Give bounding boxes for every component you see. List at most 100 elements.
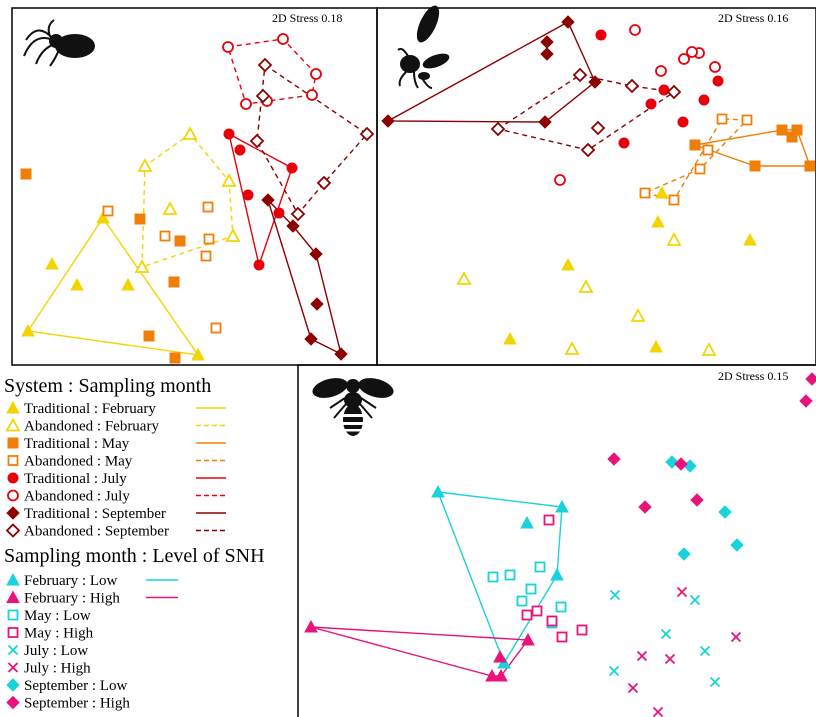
spiders-trad_sep-point-4 — [304, 332, 318, 346]
snh-legend-marker-6 — [6, 678, 20, 692]
snh-legend-marker-1 — [6, 590, 20, 603]
system-legend-label-1: Abandoned : February — [24, 419, 159, 435]
wasps-aband_jul-point-3 — [678, 53, 690, 65]
bees-may_high-point-3 — [546, 615, 558, 627]
spiders-aband_jul-point-2 — [310, 68, 322, 80]
wasps-trad_feb-point-4 — [503, 331, 517, 345]
spiders-trad_may-point-1 — [134, 213, 146, 225]
bees-may_high-point-0 — [543, 514, 555, 526]
bees-may_low-point-0 — [487, 571, 499, 583]
bees-sep_high-point-0 — [805, 372, 816, 386]
wasps-trad_feb-point-3 — [561, 257, 575, 271]
bees-feb_low-point-3 — [550, 567, 564, 581]
spiders-trad_feb-point-0 — [21, 323, 35, 337]
spiders-aband_sep-point-0 — [257, 57, 273, 73]
spiders-aband_jul-point-0 — [222, 41, 234, 53]
wasps-aband_sep-point-0 — [490, 121, 506, 137]
bees-sep_low-point-2 — [718, 505, 732, 519]
wasps-aband_feb-point-5 — [701, 342, 717, 356]
bees-may_high-point-1 — [531, 605, 543, 617]
spiders-trad_sep-hull — [267, 199, 343, 356]
system-legend-title: System : Sampling month — [4, 375, 211, 397]
system-legend-marker-0 — [6, 400, 20, 414]
bees-may_low-point-3 — [525, 583, 537, 595]
spiders-trad_feb-point-4 — [121, 277, 135, 291]
spiders-aband_feb-hull — [141, 133, 234, 268]
snh-legend-label-5: July : High — [24, 661, 91, 677]
bees-feb_high-point-4 — [521, 632, 535, 646]
wasps-trad_jul-point-6 — [618, 137, 630, 149]
wasps-trad_jul-point-4 — [698, 94, 710, 106]
wasps-trad_may-point-0 — [689, 139, 701, 151]
spiders-trad_jul-point-2 — [242, 189, 254, 201]
bees-feb_low-point-1 — [555, 499, 569, 513]
spiders-trad_jul-point-3 — [253, 259, 265, 271]
wasps-aband_may-point-1 — [668, 194, 680, 206]
system-legend-marker-3 — [7, 455, 19, 466]
spiders-aband_sep-point-3 — [290, 206, 306, 222]
spiders-aband_may-point-2 — [202, 201, 214, 213]
spiders-trad_feb-hull — [26, 216, 200, 356]
system-legend-marker-5 — [7, 489, 19, 502]
bees-may_low-point-5 — [555, 601, 567, 613]
spiders-aband_may-point-0 — [102, 205, 114, 217]
bee-icon — [312, 378, 394, 436]
bees-jul_high-point-2 — [636, 650, 648, 662]
system-legend-marker-6 — [6, 506, 20, 520]
spiders-aband_sep-point-1 — [359, 126, 375, 142]
bees-jul_low-point-5 — [709, 676, 721, 688]
bees-feb_low-point-2 — [520, 515, 534, 529]
bees-jul_low-point-1 — [689, 594, 701, 606]
bees-panel-frame — [297, 364, 816, 717]
snh-legend-label-3: May : High — [24, 626, 94, 642]
bees-may_high-point-4 — [556, 631, 568, 643]
bees-may_low-point-2 — [534, 561, 546, 573]
snh-legend-marker-4 — [7, 644, 19, 656]
wasps-aband_may-point-5 — [702, 144, 714, 156]
wasps-aband_sep-hull — [496, 74, 676, 151]
spiders-trad_may-point-2 — [174, 235, 186, 247]
system-legend-marker-2 — [7, 437, 19, 449]
wasps-aband_sep-point-2 — [624, 78, 640, 94]
bees-jul_high-point-0 — [676, 586, 688, 598]
spiders-trad_jul-point-4 — [273, 207, 285, 219]
bees-jul_high-point-4 — [627, 682, 639, 694]
spiders-aband_feb-point-5 — [225, 228, 241, 242]
snh-legend-label-4: July : Low — [24, 643, 88, 659]
bees-sep_high-point-4 — [690, 493, 704, 507]
wasps-aband_may-point-0 — [639, 187, 651, 199]
snh-legend-marker-7 — [6, 695, 20, 710]
bees-may_low-point-4 — [516, 595, 528, 607]
snh-legend-marker-2 — [7, 609, 19, 621]
bees-feb_high-point-0 — [304, 619, 318, 633]
wasps-trad_may-point-4 — [804, 160, 816, 172]
spiders-trad_sep-point-3 — [310, 297, 324, 311]
wasps-aband_sep-point-1 — [572, 67, 588, 83]
wasps-trad_jul-point-0 — [595, 29, 607, 41]
bees-feb_low-hull — [436, 491, 563, 665]
spiders-trad_may-point-5 — [169, 352, 181, 364]
bees-sep_high-point-5 — [638, 500, 652, 514]
spiders-aband_sep-point-2 — [316, 175, 332, 191]
spiders-trad_feb-point-2 — [70, 277, 84, 291]
spiders-trad_may-point-3 — [168, 276, 180, 288]
wasps-trad_jul-point-3 — [677, 116, 689, 128]
wasps-aband_feb-point-3 — [630, 308, 646, 322]
wasps-aband_sep-point-3 — [666, 84, 682, 100]
spiders-stress-label: 2D Stress 0.18 — [272, 11, 342, 25]
snh-legend-label-7: September : High — [24, 696, 130, 712]
bees-jul_low-point-2 — [660, 628, 672, 640]
spiders-aband_sep-point-4 — [249, 133, 265, 149]
system-legend-marker-7 — [5, 523, 21, 538]
spiders-trad_jul-point-0 — [223, 128, 235, 140]
wasps-trad_may-point-1 — [776, 124, 788, 136]
bees-sep_low-point-1 — [683, 459, 697, 473]
bees-feb_high-point-2 — [494, 668, 508, 682]
system-legend-label-2: Traditional : May — [24, 436, 130, 452]
bees-feb_high-point-3 — [493, 649, 507, 663]
wasps-aband_may-point-3 — [741, 114, 753, 126]
wasps-trad_sep-point-3 — [540, 47, 554, 61]
wasps-trad_sep-point-2 — [540, 35, 554, 49]
spiders-trad_feb-point-5 — [191, 347, 205, 361]
spiders-aband_jul-hull — [227, 38, 317, 105]
